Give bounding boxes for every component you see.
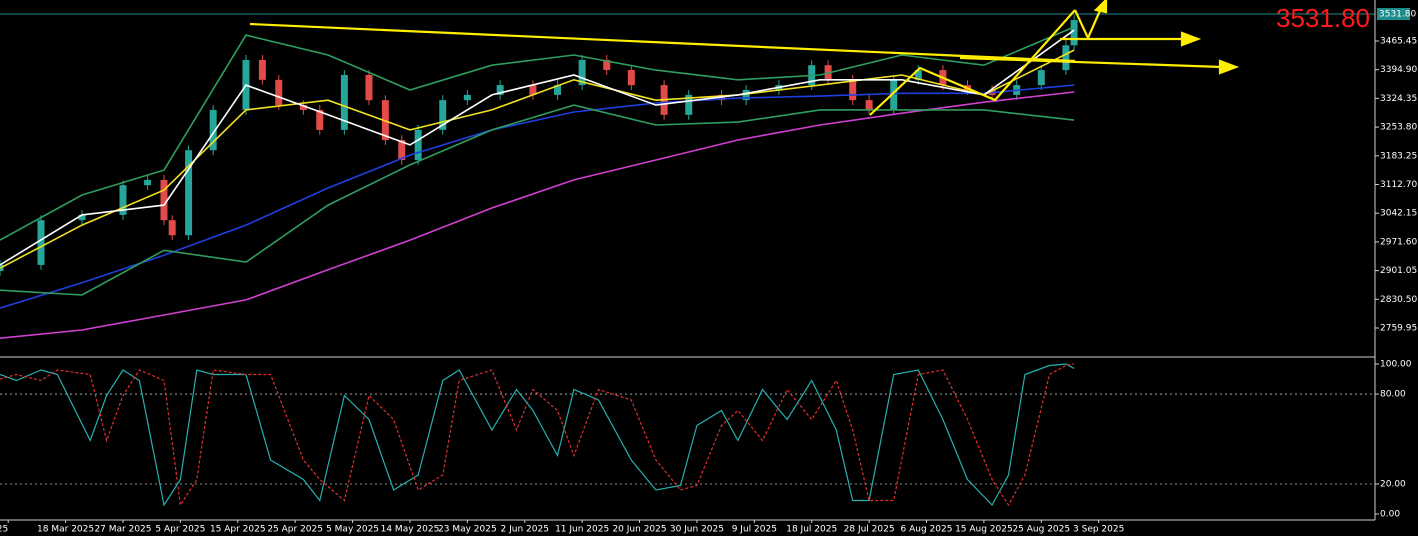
- y-tick-label: 20.00: [1380, 480, 1406, 490]
- candle-body: [439, 100, 447, 130]
- x-tick-label: 25 Aug 2025: [1012, 525, 1070, 535]
- candle-body: [209, 109, 217, 151]
- x-tick-label: 9 Jul 2025: [732, 525, 777, 535]
- y-tick-label: 2901.05: [1380, 266, 1417, 276]
- candle-body: [37, 220, 45, 265]
- arrow-head: [1180, 31, 1202, 47]
- candle-body: [914, 70, 922, 80]
- x-tick-label: 23 May 2025: [438, 525, 497, 535]
- y-tick-label: 2830.50: [1380, 295, 1417, 305]
- x-tick-label: 14 May 2025: [381, 525, 440, 535]
- candle-body: [578, 59, 586, 86]
- x-tick-label: 27 Mar 2025: [94, 525, 151, 535]
- x-tick-label: 2 Jun 2025: [501, 525, 549, 535]
- candle-body: [890, 79, 898, 110]
- indicator-line: [0, 29, 1075, 266]
- y-tick-label: 3183.25: [1380, 151, 1417, 161]
- x-tick-label: 3 Sep 2025: [1073, 525, 1124, 535]
- y-tick-label: 2971.60: [1380, 237, 1417, 247]
- candle-body: [603, 59, 611, 71]
- candle-body: [144, 179, 152, 186]
- candle-body: [1037, 70, 1045, 86]
- x-tick-label: 5 May 2025: [326, 525, 379, 535]
- last-price-box: [1377, 8, 1410, 21]
- x-tick-label: 28 Jul 2025: [844, 525, 895, 535]
- indicator-line: [0, 104, 1075, 296]
- y-tick-label: 3042.15: [1380, 209, 1417, 219]
- stochastic-line: [0, 363, 1075, 507]
- zigzag-arrow: [869, 9, 1076, 116]
- y-tick-label: 3465.45: [1380, 37, 1417, 47]
- candle-body: [496, 85, 504, 95]
- y-tick-label: 3112.70: [1380, 180, 1417, 190]
- y-tick-label: 100.00: [1380, 360, 1412, 370]
- x-tick-label: 25 Apr 2025: [267, 525, 323, 535]
- candle-body: [340, 74, 348, 130]
- y-tick-label: 3253.80: [1380, 123, 1417, 133]
- indicator-line: [0, 91, 1075, 339]
- candle-body: [185, 150, 193, 236]
- candle-body: [627, 70, 635, 86]
- candle-body: [849, 79, 857, 101]
- x-tick-label: 18 Mar 2025: [37, 525, 94, 535]
- last-price-big: 3531.80: [1276, 3, 1370, 33]
- trend-line: [249, 22, 1076, 63]
- arrow-head: [1093, 0, 1108, 14]
- candle-body: [742, 90, 750, 101]
- x-tick-label: ar 2025: [0, 525, 8, 535]
- candle-body: [398, 140, 406, 160]
- candle-body: [1070, 20, 1078, 46]
- indicator-line: [0, 26, 1075, 241]
- trend-annotations: [249, 0, 1240, 116]
- candle-body: [554, 85, 562, 95]
- trend-arrow: [959, 56, 1223, 69]
- candle-body: [160, 179, 168, 221]
- x-tick-label: 6 Aug 2025: [901, 525, 953, 535]
- x-tick-label: 11 Jun 2025: [555, 525, 609, 535]
- candle-body: [865, 100, 873, 110]
- y-tick-label: 3324.35: [1380, 94, 1417, 104]
- x-tick-label: 18 Jul 2025: [786, 525, 837, 535]
- price-panel: [0, 13, 1375, 339]
- x-tick-label: 15 Aug 2025: [955, 525, 1013, 535]
- arrow-head: [1218, 59, 1240, 75]
- candle-body: [275, 79, 283, 106]
- y-tick-label: 2759.95: [1380, 324, 1417, 334]
- candle-body: [78, 214, 86, 221]
- x-tick-label: 5 Apr 2025: [155, 525, 205, 535]
- candle-body: [316, 109, 324, 130]
- zigzag-arrow: [1074, 5, 1104, 41]
- indicator-line: [0, 49, 1075, 269]
- candle-body: [119, 185, 127, 215]
- candle-body: [381, 100, 389, 141]
- last-price-label: 3531.80: [1379, 10, 1416, 20]
- y-tick-label: 3394.90: [1380, 65, 1417, 75]
- y-tick-label: 80.00: [1380, 390, 1406, 400]
- stochastic-panel: [0, 363, 1375, 507]
- x-tick-label: 20 Jun 2025: [612, 525, 666, 535]
- stochastic-line: [0, 363, 1075, 507]
- x-tick-label: 30 Jun 2025: [670, 525, 724, 535]
- candle-body: [463, 94, 471, 101]
- x-tick-label: 15 Apr 2025: [210, 525, 266, 535]
- candle-body: [258, 59, 266, 80]
- candle-body: [365, 74, 373, 101]
- candle-body: [685, 94, 693, 115]
- indicator-line: [0, 84, 1075, 309]
- y-tick-label: 0.00: [1380, 510, 1400, 520]
- candle-body: [168, 220, 176, 236]
- candle-body: [414, 129, 422, 160]
- candle-body: [529, 85, 537, 95]
- candle-body: [299, 105, 307, 110]
- candle-body: [1062, 45, 1070, 71]
